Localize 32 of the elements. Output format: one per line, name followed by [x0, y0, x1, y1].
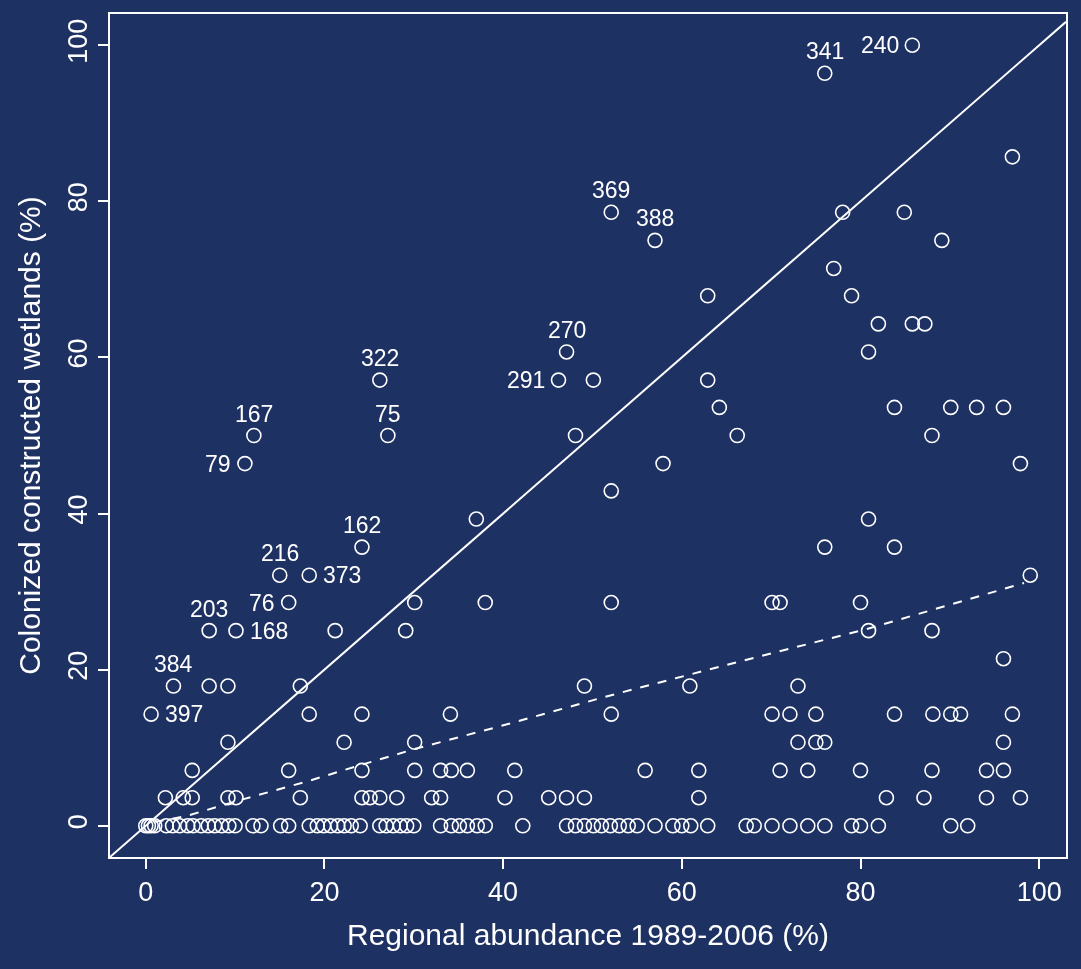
- annotation: 162: [343, 512, 382, 538]
- annotation: 75: [375, 401, 401, 427]
- x-tick-label: 0: [138, 877, 154, 908]
- y-tick-label: 60: [63, 338, 94, 369]
- y-tick-label: 40: [63, 494, 94, 525]
- annotation: 79: [205, 451, 231, 477]
- annotation: 291: [507, 367, 546, 393]
- y-tick-label: 20: [63, 650, 94, 681]
- annotation: 167: [235, 401, 274, 427]
- annotation: 240: [861, 32, 900, 58]
- y-tick-label: 100: [63, 18, 94, 64]
- annotation: 384: [154, 651, 193, 677]
- x-tick-label: 20: [309, 877, 340, 908]
- annotation: 397: [165, 701, 204, 727]
- annotation: 203: [190, 596, 229, 622]
- annotation: 168: [250, 618, 289, 644]
- annotation: 270: [548, 317, 587, 343]
- annotation: 76: [249, 590, 275, 616]
- y-tick-label: 80: [63, 182, 94, 213]
- y-tick-label: 0: [63, 814, 94, 830]
- annotation: 373: [323, 562, 362, 588]
- x-tick-label: 40: [488, 877, 519, 908]
- annotation: 369: [592, 177, 631, 203]
- annotation: 341: [806, 38, 845, 64]
- x-tick-label: 80: [845, 877, 876, 908]
- x-axis-title: Regional abundance 1989-2006 (%): [346, 918, 830, 952]
- x-tick-label: 60: [666, 877, 697, 908]
- annotation: 388: [636, 205, 675, 231]
- y-axis-title: Colonized constructed wetlands (%): [12, 196, 46, 675]
- x-tick-label: 100: [1016, 877, 1062, 908]
- annotation: 322: [361, 345, 400, 371]
- annotation: 216: [261, 540, 300, 566]
